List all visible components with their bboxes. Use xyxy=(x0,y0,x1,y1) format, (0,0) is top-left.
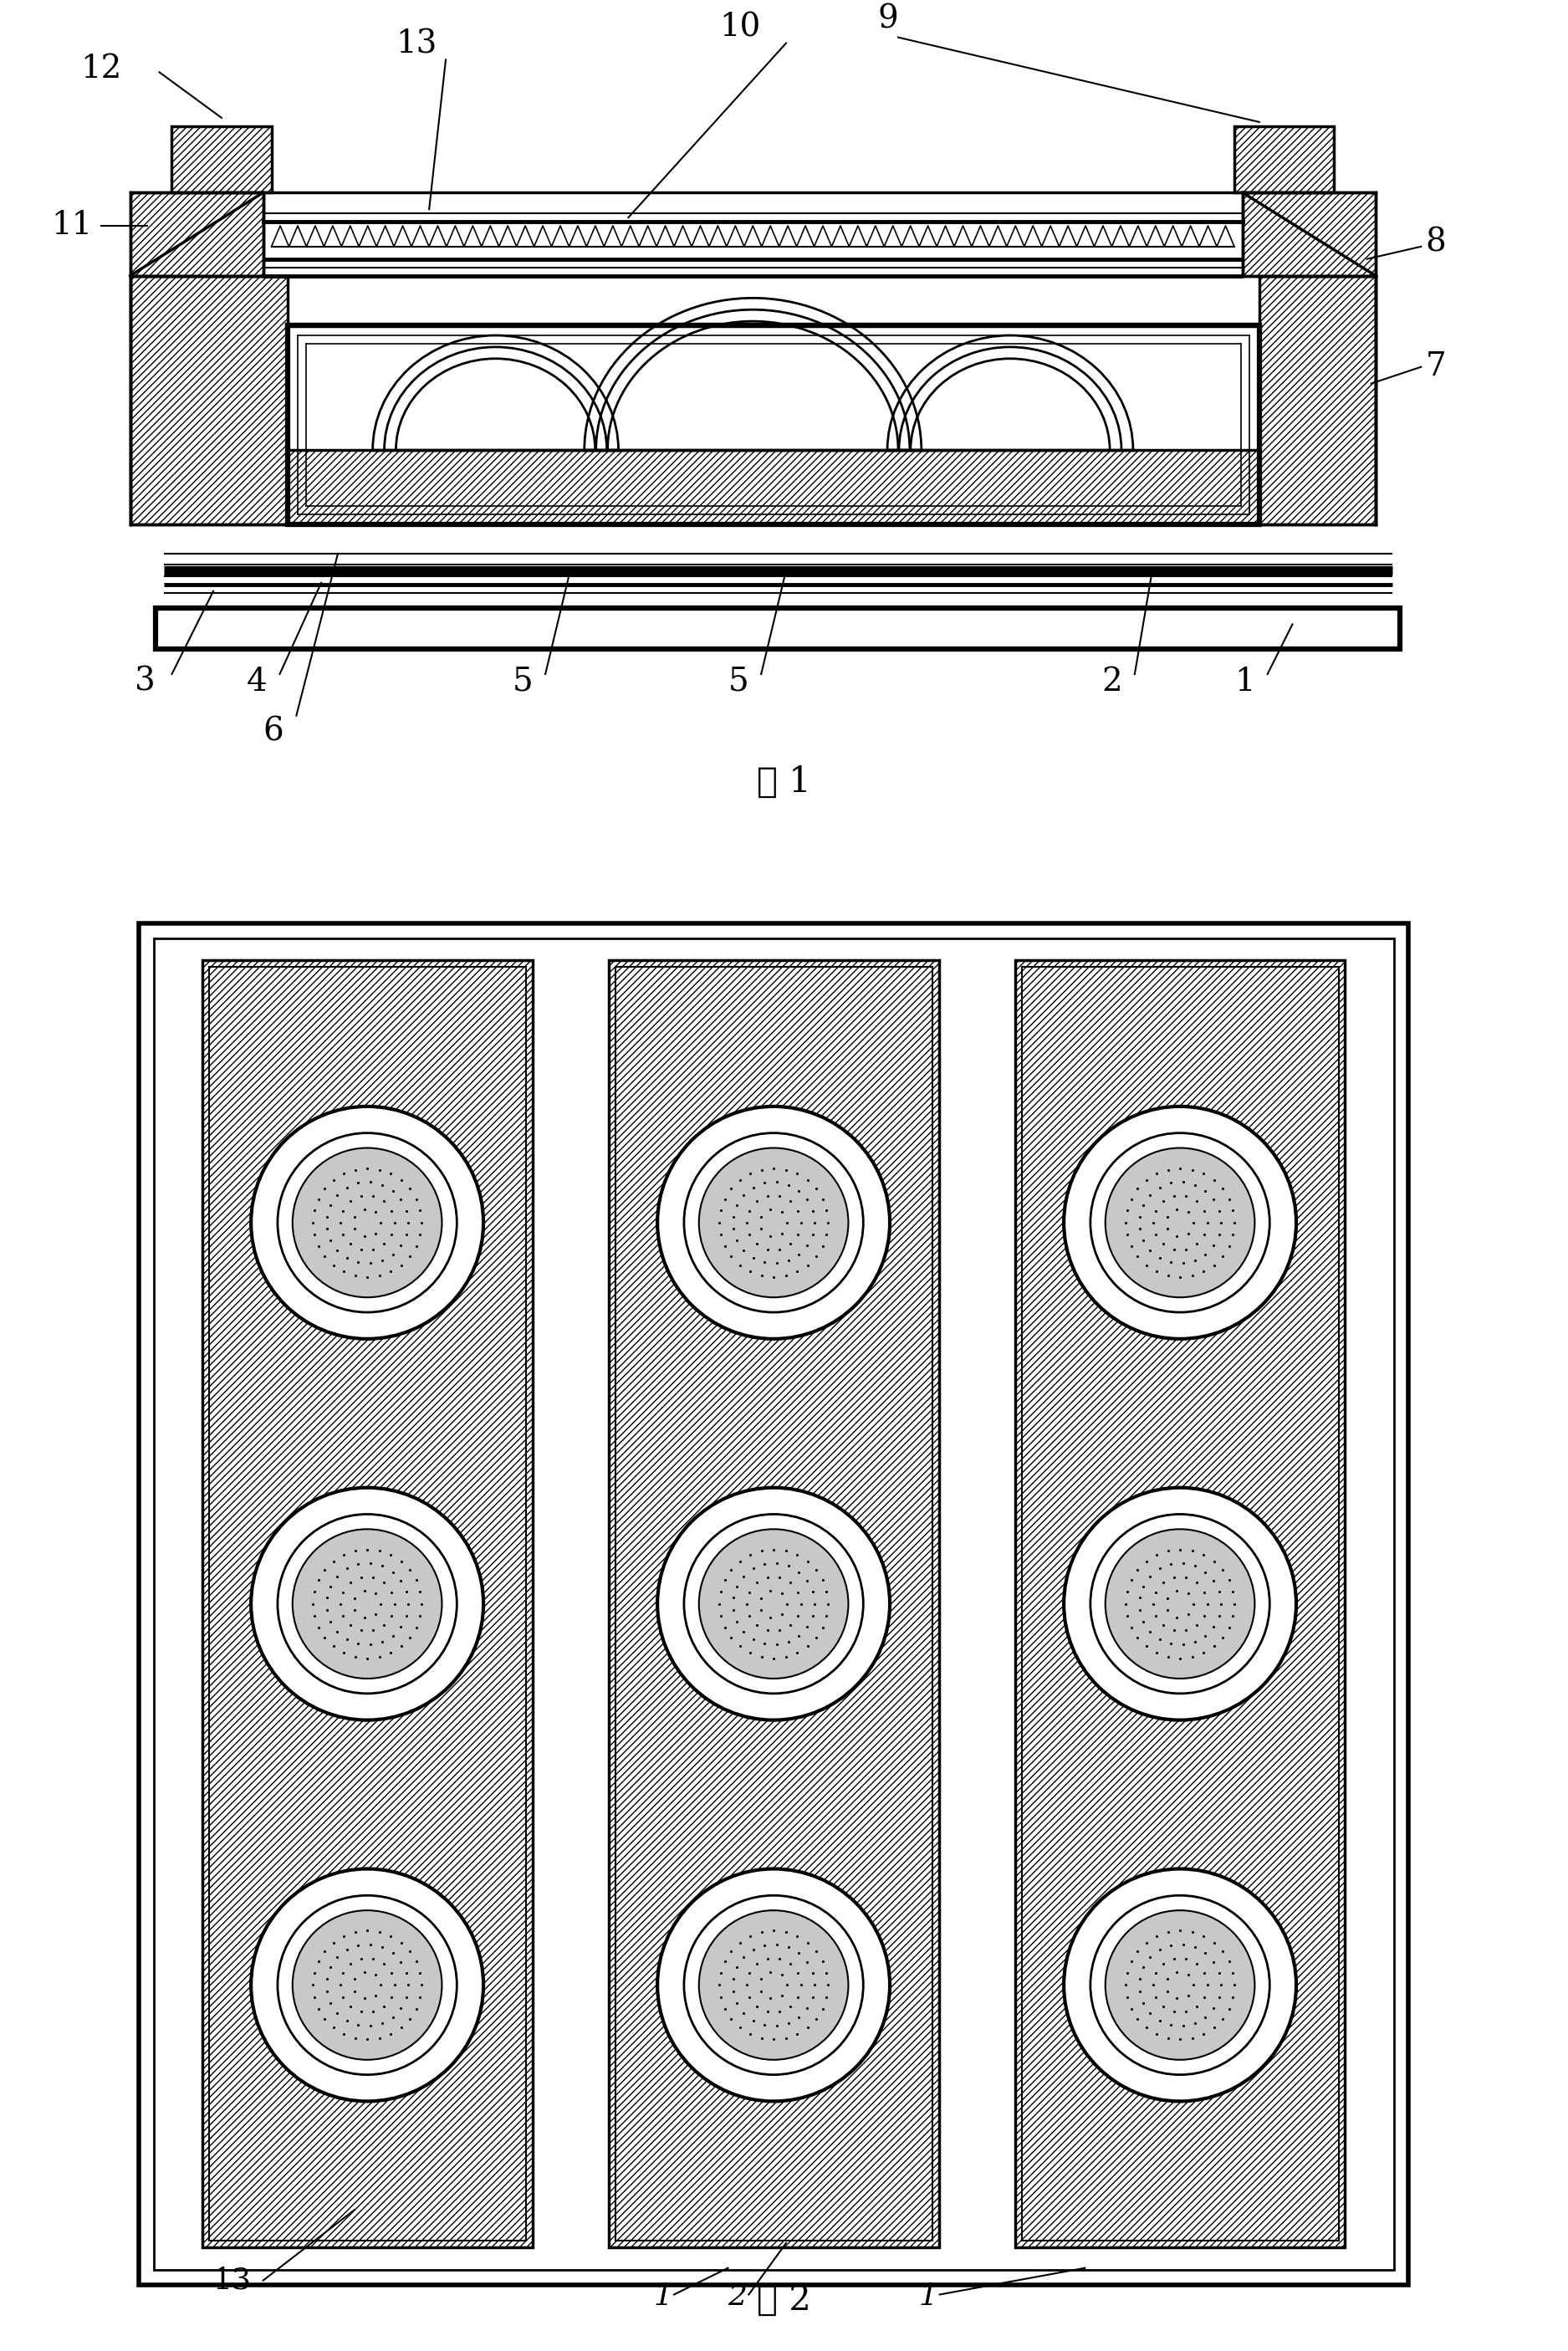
Text: 5: 5 xyxy=(728,665,748,698)
Circle shape xyxy=(699,1147,848,1298)
Bar xyxy=(1234,127,1334,193)
Circle shape xyxy=(278,1895,456,2074)
Circle shape xyxy=(684,1514,864,1693)
Bar xyxy=(138,924,1408,2285)
Text: 図 1: 図 1 xyxy=(757,764,811,799)
Bar xyxy=(209,966,525,2241)
Circle shape xyxy=(278,1514,456,1693)
Circle shape xyxy=(1063,1488,1297,1721)
Text: 13: 13 xyxy=(213,2266,252,2295)
Circle shape xyxy=(657,1107,889,1338)
Circle shape xyxy=(699,1911,848,2059)
Text: 2: 2 xyxy=(1101,665,1123,698)
Circle shape xyxy=(293,1528,442,1679)
Circle shape xyxy=(1105,1147,1254,1298)
Circle shape xyxy=(1105,1911,1254,2059)
Circle shape xyxy=(699,1528,848,1679)
Circle shape xyxy=(1090,1133,1270,1312)
Circle shape xyxy=(684,1133,864,1312)
Text: 1: 1 xyxy=(654,2283,673,2311)
Circle shape xyxy=(657,1869,889,2102)
Circle shape xyxy=(1090,1895,1270,2074)
Text: 7: 7 xyxy=(1425,350,1446,383)
Bar xyxy=(172,127,271,193)
Text: 8: 8 xyxy=(1425,228,1446,259)
Bar xyxy=(608,962,939,2248)
Circle shape xyxy=(251,1869,483,2102)
Bar xyxy=(202,962,532,2248)
Bar xyxy=(154,938,1394,2269)
Text: 2: 2 xyxy=(728,2283,748,2311)
Text: 3: 3 xyxy=(135,665,155,698)
Text: 13: 13 xyxy=(397,28,437,59)
Circle shape xyxy=(293,1911,442,2059)
Text: 4: 4 xyxy=(246,665,267,698)
Circle shape xyxy=(1063,1869,1297,2102)
Bar xyxy=(155,607,1400,649)
Text: 11: 11 xyxy=(52,209,93,242)
Circle shape xyxy=(1090,1514,1270,1693)
Circle shape xyxy=(684,1895,864,2074)
Circle shape xyxy=(251,1107,483,1338)
Bar xyxy=(289,449,1259,524)
Circle shape xyxy=(1105,1528,1254,1679)
Bar xyxy=(1014,962,1345,2248)
Text: 1: 1 xyxy=(919,2283,938,2311)
Bar xyxy=(289,324,1259,524)
Circle shape xyxy=(293,1147,442,1298)
Circle shape xyxy=(657,1488,889,1721)
Text: 6: 6 xyxy=(263,717,284,748)
Text: 12: 12 xyxy=(80,54,122,85)
Bar xyxy=(130,275,289,524)
Text: 10: 10 xyxy=(720,12,760,42)
Bar xyxy=(1022,966,1339,2241)
Circle shape xyxy=(251,1488,483,1721)
Circle shape xyxy=(278,1133,456,1312)
Text: 9: 9 xyxy=(878,5,898,35)
Text: 図 2: 図 2 xyxy=(756,2283,811,2318)
Circle shape xyxy=(1063,1107,1297,1338)
Text: 5: 5 xyxy=(513,665,533,698)
Text: 1: 1 xyxy=(1234,665,1254,698)
Bar xyxy=(1259,275,1375,524)
Bar xyxy=(615,966,931,2241)
